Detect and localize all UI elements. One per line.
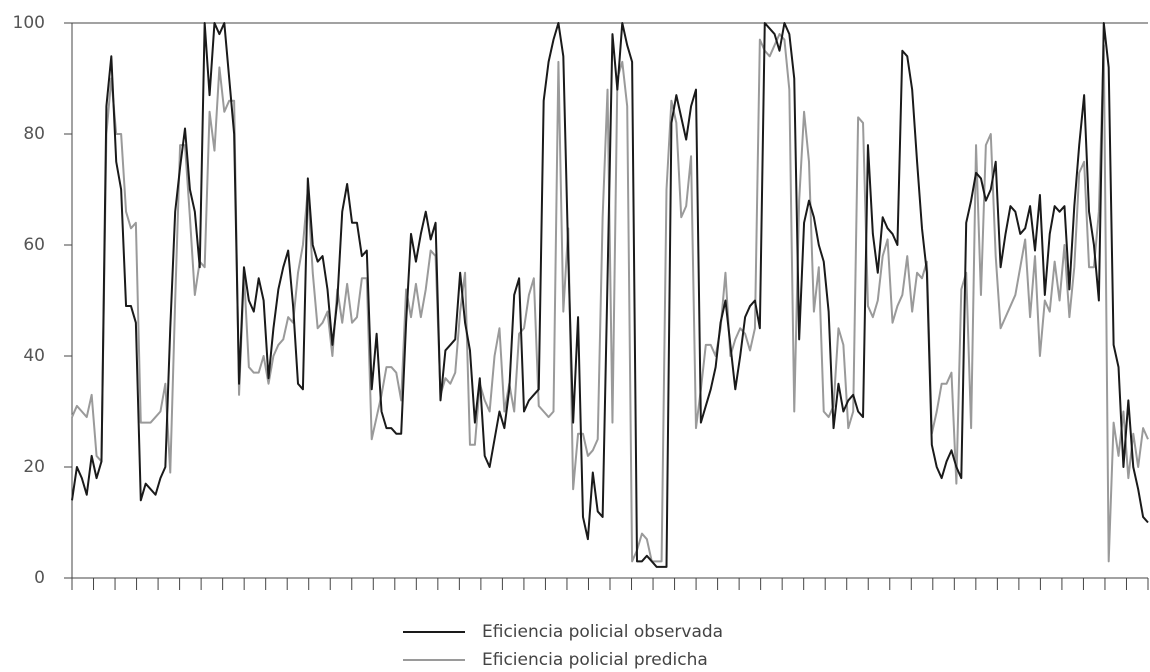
- legend-label: Eficiencia policial observada: [482, 622, 723, 642]
- series-line: [71, 33, 1149, 563]
- legend-label: Eficiencia policial predicha: [482, 650, 708, 670]
- y-tick-label: 20: [23, 457, 45, 477]
- series-line: [71, 22, 1149, 568]
- y-tick-label: 0: [34, 568, 45, 588]
- y-tick-label: 60: [23, 235, 45, 255]
- y-tick-label: 80: [23, 124, 45, 144]
- y-tick-label: 40: [23, 346, 45, 366]
- y-tick-label: 100: [13, 13, 45, 33]
